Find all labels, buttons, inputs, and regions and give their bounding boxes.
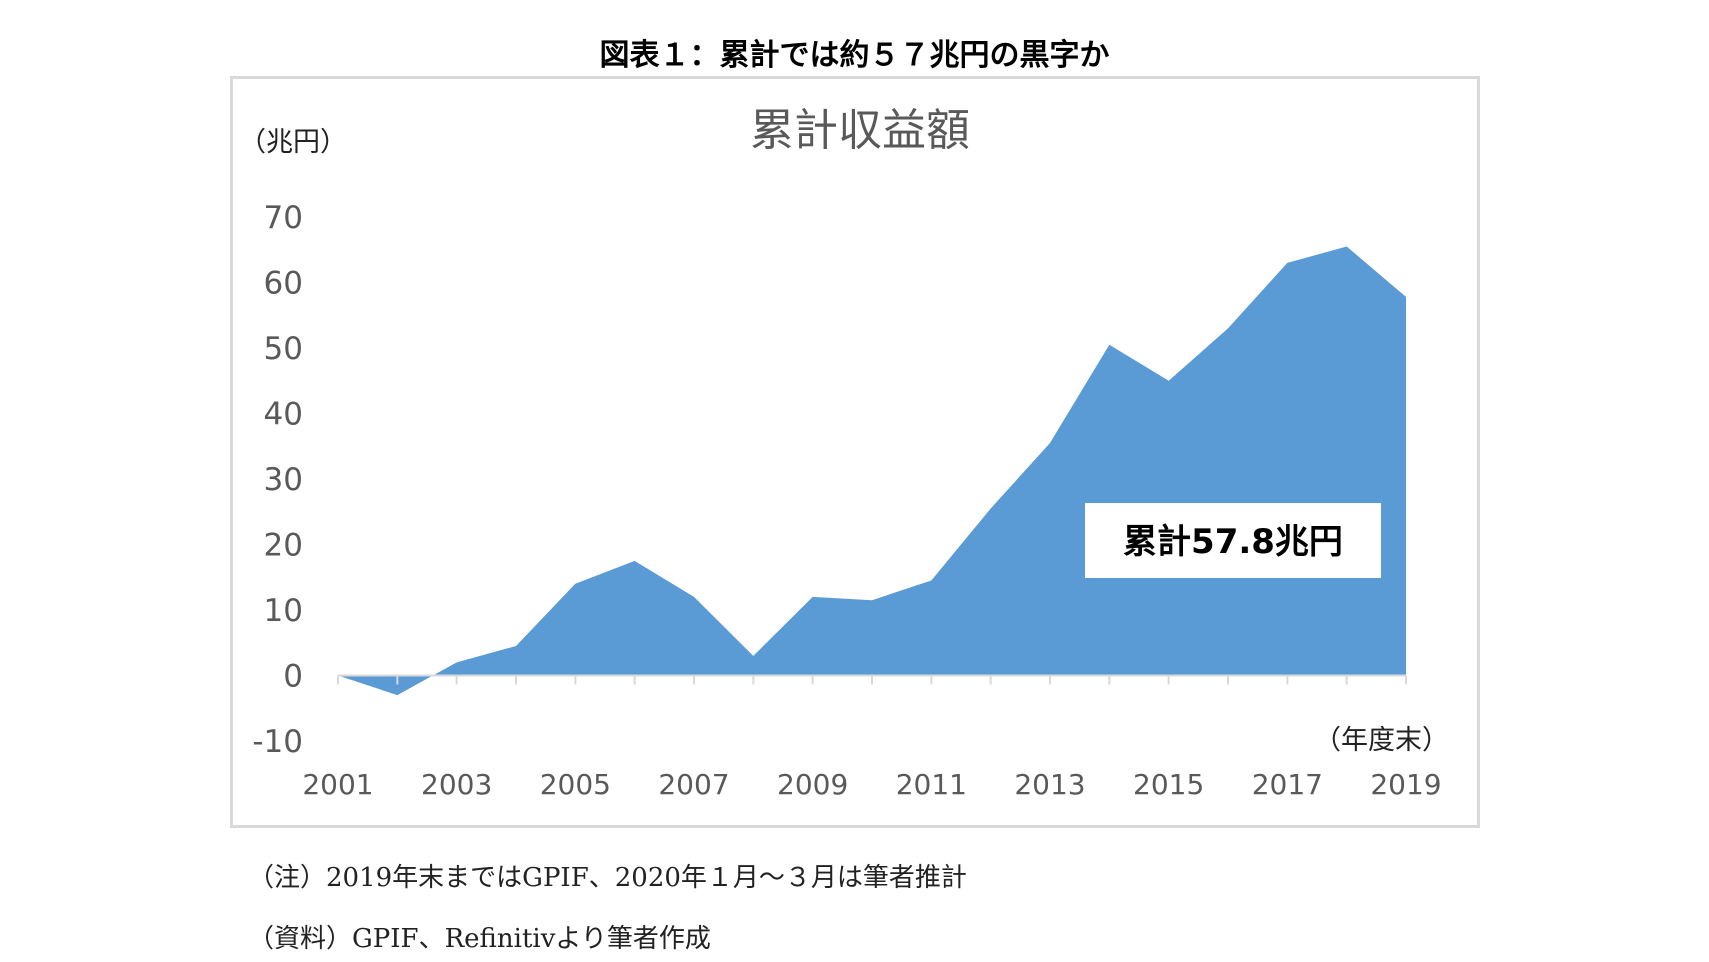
y-tick-label: 50 <box>264 331 303 367</box>
x-tick-label: 2019 <box>1370 768 1441 801</box>
chart-frame: 累計収益額 （兆円） （年度末） -10 0 10 20 30 40 50 60 70 2001… <box>230 76 1480 828</box>
y-axis-unit-label: （兆円） <box>239 127 347 158</box>
x-tick-label: 2017 <box>1252 768 1323 801</box>
area-chart: 累計収益額 （兆円） （年度末） -10 0 10 20 30 40 50 60 70 2001… <box>239 105 1449 801</box>
x-tick-label: 2007 <box>658 768 729 801</box>
y-tick-label: 30 <box>264 462 303 498</box>
annotation-text: 累計57.8兆円 <box>1123 522 1343 562</box>
note-line: （注）2019年末まではGPIF、2020年１月～３月は筆者推計 <box>248 863 967 893</box>
x-tick-label: 2015 <box>1133 768 1204 801</box>
y-tick-label: 20 <box>264 528 303 564</box>
x-tick-label: 2003 <box>421 768 492 801</box>
y-tick-label: 60 <box>264 266 303 302</box>
annotation-box <box>1085 503 1381 578</box>
y-tick-label: 70 <box>264 200 303 236</box>
chart-title: 累計収益額 <box>750 105 970 156</box>
cumulative-return-area <box>338 246 1406 696</box>
x-tick-label: 2009 <box>777 768 848 801</box>
figure-title: 図表１：累計では約５７兆円の黒字か <box>599 38 1110 73</box>
x-tick-label: 2005 <box>540 768 611 801</box>
x-tick-label: 2011 <box>896 768 967 801</box>
x-axis-unit-label: （年度末） <box>1314 725 1449 756</box>
y-tick-label: 40 <box>264 397 303 433</box>
x-tick-label: 2013 <box>1014 768 1085 801</box>
y-tick-label: -10 <box>252 724 303 760</box>
source-line: （資料）GPIF、Refinitivより筆者作成 <box>248 924 711 954</box>
y-tick-label: 10 <box>264 593 303 629</box>
y-tick-label: 0 <box>283 659 303 695</box>
x-tick-label: 2001 <box>302 768 373 801</box>
